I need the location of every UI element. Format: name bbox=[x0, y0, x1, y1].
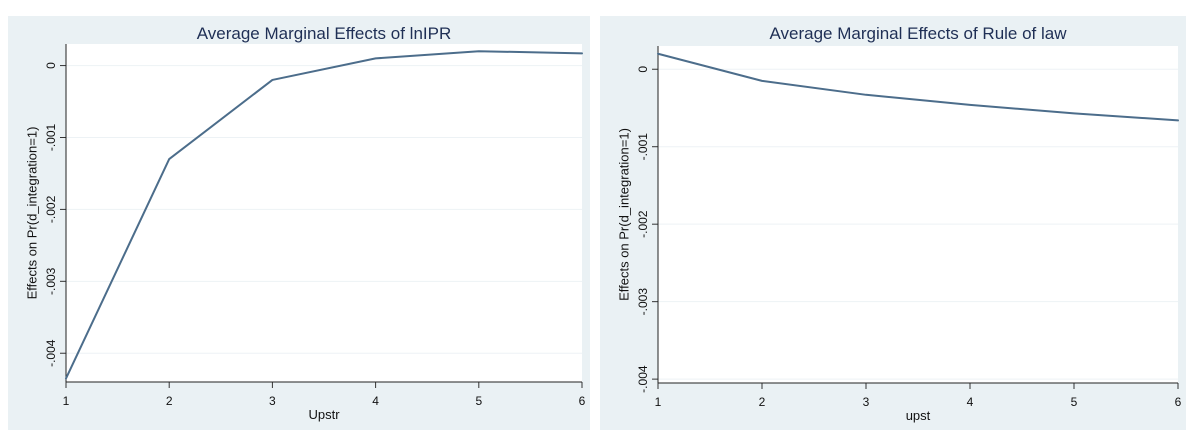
y-tick-label: -.004 bbox=[636, 365, 650, 393]
x-tick-label: 2 bbox=[166, 394, 173, 408]
x-tick-label: 6 bbox=[579, 394, 586, 408]
y-tick-label: -.001 bbox=[44, 123, 58, 151]
right-marginal-effects-chart: Average Marginal Effects of Rule of law 0… bbox=[616, 24, 1182, 423]
x-tick-label: 5 bbox=[1071, 395, 1078, 409]
x-axis-label: Upstr bbox=[308, 407, 340, 422]
x-axis-label: upst bbox=[906, 408, 931, 423]
x-tick-label: 4 bbox=[372, 394, 379, 408]
y-tick-label: 0 bbox=[44, 62, 58, 69]
x-tick-label: 6 bbox=[1175, 395, 1182, 409]
y-tick-label: -.002 bbox=[636, 210, 650, 238]
left-chart-panel: Average Marginal Effects of lnIPR 0 -.001 -… bbox=[8, 16, 590, 430]
y-tick-label: -.003 bbox=[636, 288, 650, 316]
y-axis-label: Effects on Pr(d_integration=1) bbox=[616, 128, 631, 301]
y-tick-label: -.003 bbox=[44, 267, 58, 295]
x-tick-label: 3 bbox=[863, 395, 870, 409]
chart-title: Average Marginal Effects of Rule of law bbox=[769, 24, 1067, 43]
right-chart-panel: Average Marginal Effects of Rule of law 0… bbox=[600, 16, 1186, 430]
left-marginal-effects-chart: Average Marginal Effects of lnIPR 0 -.001 -… bbox=[24, 24, 586, 422]
plot-area bbox=[66, 44, 582, 382]
y-axis-label: Effects on Pr(d_integration=1) bbox=[24, 127, 39, 300]
chart-title: Average Marginal Effects of lnIPR bbox=[197, 24, 452, 43]
marginal-effect-series-line bbox=[657, 52, 1179, 122]
x-tick-label: 1 bbox=[63, 394, 70, 408]
y-tick-label: -.004 bbox=[44, 339, 58, 367]
marginal-effect-series-line bbox=[65, 50, 583, 380]
x-tick-label: 3 bbox=[269, 394, 276, 408]
x-tick-label: 2 bbox=[759, 395, 766, 409]
plot-area bbox=[658, 46, 1178, 383]
y-tick-label: -.002 bbox=[44, 195, 58, 223]
x-tick-label: 4 bbox=[967, 395, 974, 409]
x-tick-label: 1 bbox=[655, 395, 662, 409]
x-tick-label: 5 bbox=[475, 394, 482, 408]
y-tick-label: 0 bbox=[636, 66, 650, 73]
y-tick-label: -.001 bbox=[636, 133, 650, 161]
